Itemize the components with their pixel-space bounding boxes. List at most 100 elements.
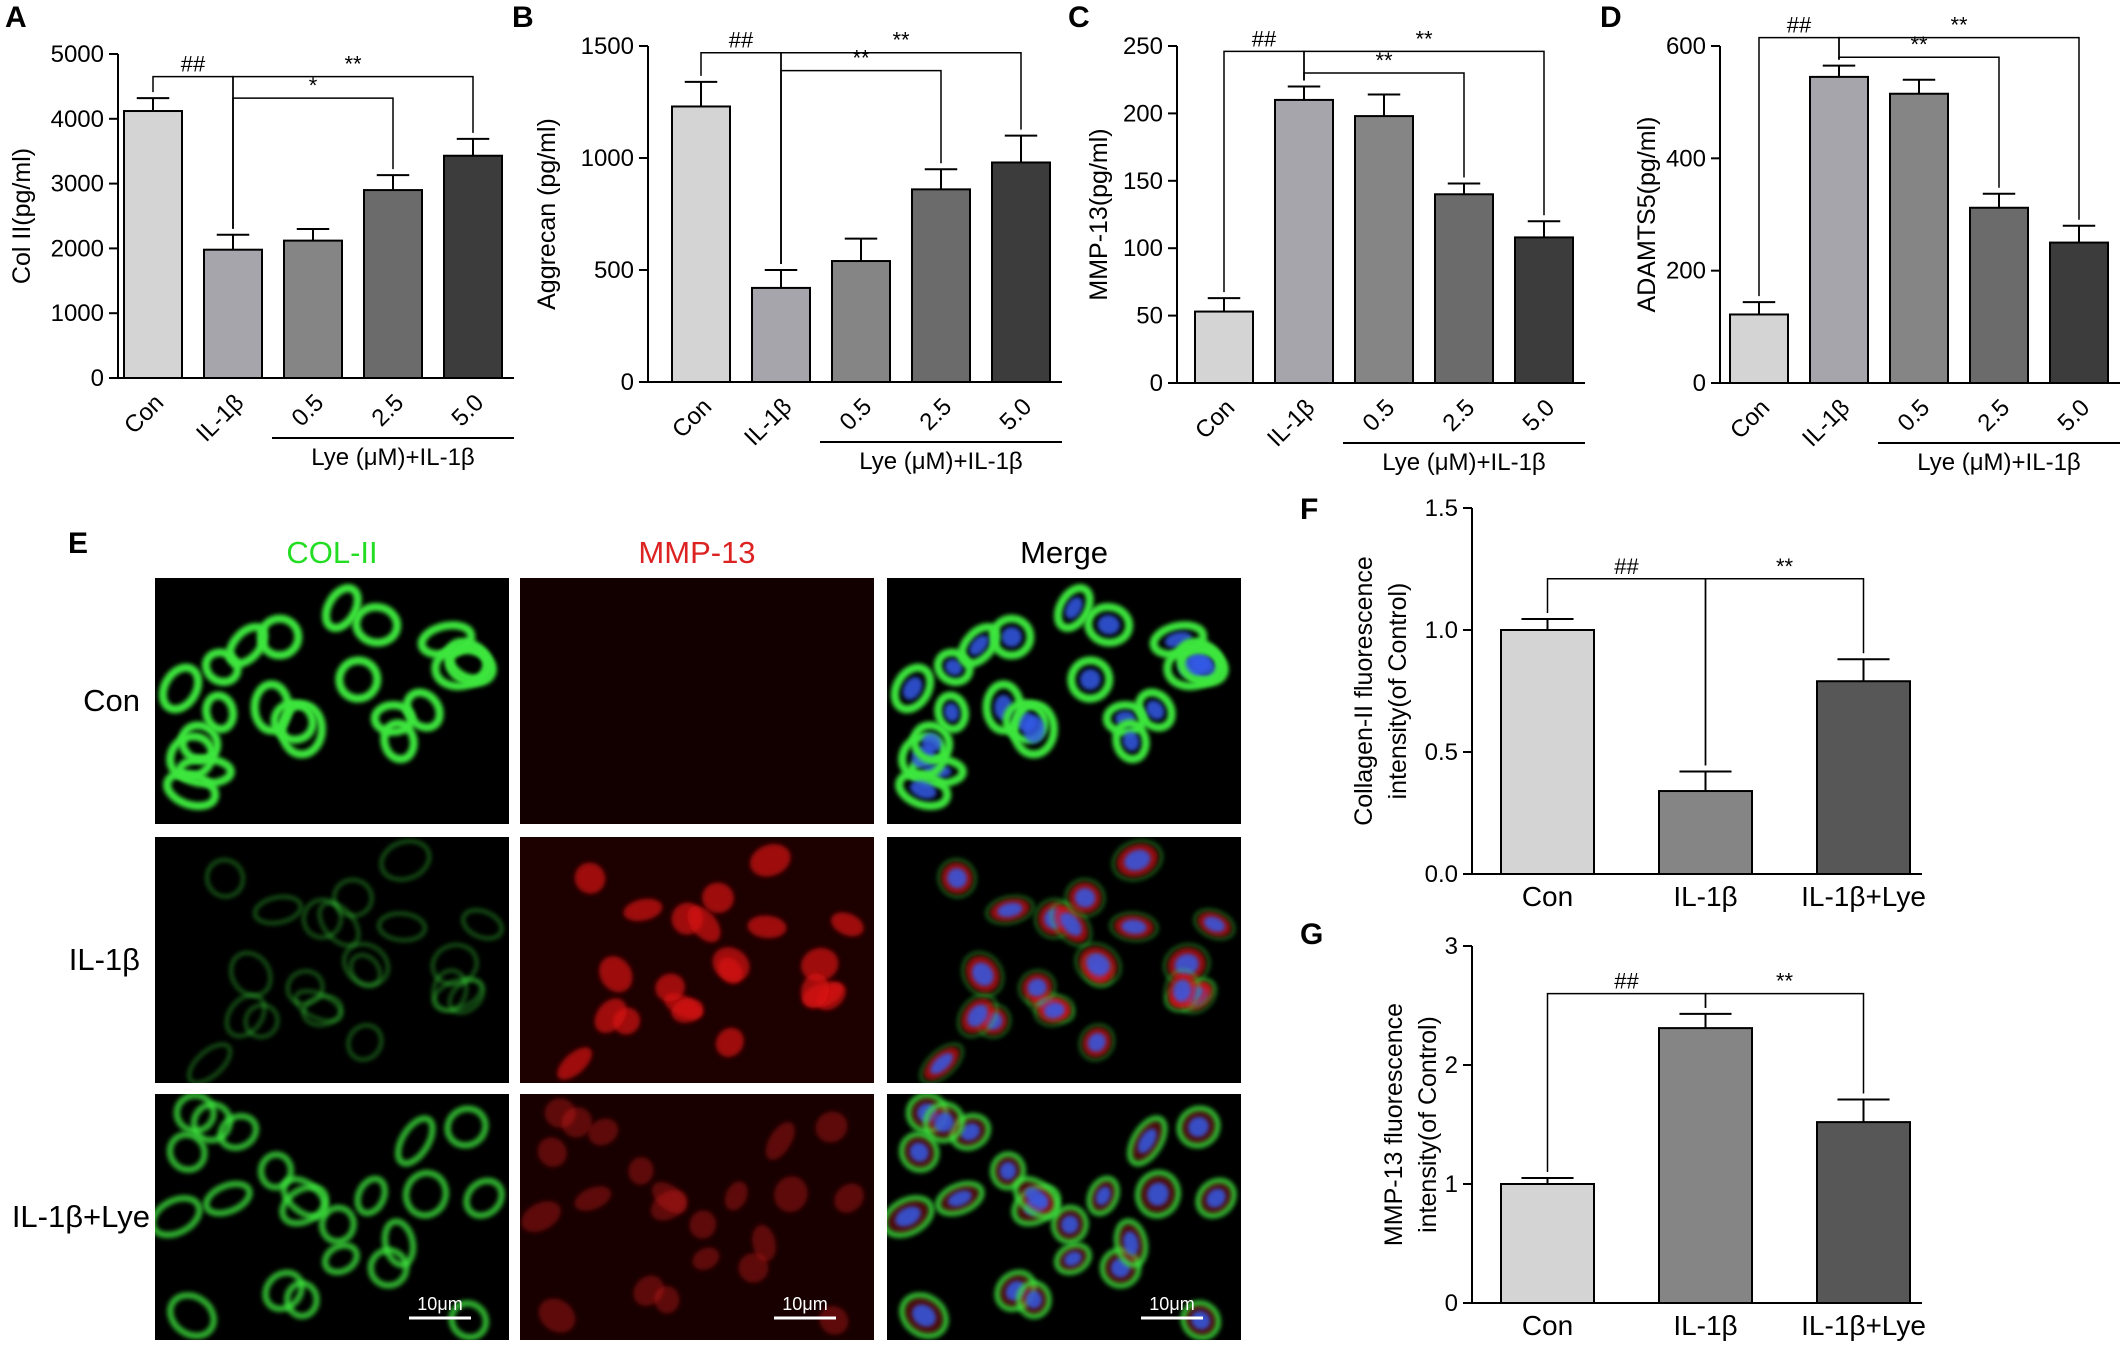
bar-con (1500, 629, 1595, 875)
significance-label: ## (181, 52, 206, 77)
x-tick-label: Con (1522, 1310, 1573, 1341)
panel-letter-b: B (512, 1, 534, 34)
row-label-con: Con (83, 683, 140, 718)
significance-bracket (1704, 992, 1865, 1094)
y-tick-label: 100 (1123, 235, 1163, 262)
micrograph-tile (520, 837, 874, 1083)
y-tick-label: 1.5 (1425, 495, 1458, 522)
x-tick-label: 2.5 (1438, 394, 1481, 437)
chart-panel-a: A 0 1000 2000 3000 4000 5000 Col II(pg/ml) Con IL… (5, 1, 514, 471)
x-tick-label: 5.0 (995, 393, 1038, 436)
bar-25 (363, 189, 423, 379)
y-tick-label: 0 (91, 365, 104, 392)
y-tick-label: 5000 (51, 41, 104, 68)
group-label: Lye (μM)+IL-1β (1382, 449, 1545, 476)
bar-05 (831, 260, 891, 384)
row-label-il1lye: IL-1β+Lye (12, 1199, 150, 1234)
chart-panel-d: D 0 200 400 600 ADAMTS5(pg/ml) Con IL-1β 0.5 2.5 5… (1600, 1, 2120, 476)
x-tick-label: 0.5 (1358, 394, 1401, 437)
micrograph-tile (155, 837, 509, 1083)
bar-50 (991, 161, 1051, 383)
significance-bracket (1704, 578, 1865, 766)
y-tick-label: 2000 (51, 235, 104, 262)
x-tick-label: 5.0 (1518, 394, 1561, 437)
row-label-il1: IL-1β (69, 942, 140, 977)
y-tick-label: 200 (1666, 258, 1706, 285)
y-axis-label: Aggrecan (pg/ml) (533, 118, 561, 310)
bar-50 (1514, 236, 1574, 384)
group-label: Lye (μM)+IL-1β (311, 444, 474, 471)
group-label: Lye (μM)+IL-1β (1917, 449, 2080, 476)
column-header-colii: COL-II (286, 535, 377, 570)
x-tick-label: Con (1725, 394, 1775, 444)
x-tick-label: 2.5 (915, 393, 958, 436)
y-tick-label: 0 (621, 369, 634, 396)
x-tick-label: IL-1β (191, 389, 249, 447)
x-tick-label: 2.5 (1973, 394, 2016, 437)
significance-label: ## (1787, 13, 1812, 38)
scale-bar-label: 10μm (417, 1294, 462, 1314)
y-tick-label: 500 (594, 257, 634, 284)
micrograph-background (520, 578, 874, 824)
bar-05 (1354, 115, 1414, 384)
significance-label: ** (1910, 32, 1928, 57)
micrograph-tile: 10μm (155, 1094, 509, 1340)
group-label: Lye (μM)+IL-1β (859, 448, 1022, 475)
bar-con (671, 105, 731, 383)
x-tick-label: Con (1190, 394, 1240, 444)
significance-label: ## (1614, 969, 1639, 994)
panel-letter-g: G (1300, 918, 1323, 951)
x-tick-label: IL-1β (1673, 1310, 1737, 1341)
bar-il1 (1658, 1027, 1753, 1304)
significance-label: ## (1614, 554, 1639, 579)
y-tick-label: 1 (1445, 1171, 1458, 1198)
y-tick-label: 4000 (51, 106, 104, 133)
scale-bar-label: 10μm (782, 1294, 827, 1314)
significance-label: ** (1776, 554, 1794, 579)
chart-panel-f: F 0.0 0.5 1.0 1.5 Collagen-II fluorescence int… (1300, 493, 1926, 912)
y-axis-label: Collagen-II fluorescence (1350, 556, 1378, 826)
micrograph-tile (887, 578, 1241, 824)
bar-25 (1969, 206, 2029, 384)
y-tick-label: 3000 (51, 171, 104, 198)
significance-bracket (1303, 50, 1545, 216)
significance-bracket (780, 51, 1022, 264)
x-tick-label: Con (667, 393, 717, 443)
y-tick-label: 1500 (581, 33, 634, 60)
significance-label: ## (729, 28, 754, 53)
bar-il1 (1658, 790, 1753, 875)
bar-05 (1889, 92, 1949, 384)
y-axis-label: Col II(pg/ml) (8, 148, 36, 284)
x-tick-label: 0.5 (287, 389, 330, 432)
micrograph-background (155, 837, 509, 1083)
bar-con (123, 110, 183, 380)
significance-label: ** (344, 52, 362, 77)
y-tick-label: 50 (1136, 303, 1163, 330)
y-axis-label: MMP-13(pg/ml) (1085, 128, 1113, 300)
chart-panel-g: G 0 1 2 3 MMP-13 fluorescence intensity(of Con… (1300, 918, 1926, 1341)
y-tick-label: 150 (1123, 168, 1163, 195)
panel-letter-c: C (1068, 1, 1090, 34)
x-tick-label: Con (119, 389, 169, 439)
bar-25 (1434, 193, 1494, 384)
y-tick-label: 400 (1666, 145, 1706, 172)
y-tick-label: 0 (1445, 1290, 1458, 1317)
panel-letter-d: D (1600, 1, 1622, 34)
significance-label: ** (1415, 26, 1433, 51)
x-tick-label: IL-1β (1262, 394, 1320, 452)
x-tick-label: 0.5 (835, 393, 878, 436)
y-tick-label: 0 (1150, 370, 1163, 397)
bar-il1 (203, 248, 263, 379)
fluorescence-panel-e: E COL-II MMP-13 Merge Con IL-1β IL-1β+Lye 10μm 1… (12, 527, 1241, 1340)
chart-panel-b: B 0 500 1000 1500 Aggrecan (pg/ml) Con IL-1β 0.5… (512, 1, 1062, 475)
x-tick-label: 5.0 (2053, 394, 2096, 437)
bar-25 (911, 188, 971, 383)
significance-bracket (1838, 36, 2080, 220)
bar-50 (443, 154, 503, 379)
bar-il1 (1809, 75, 1869, 385)
significance-label: ** (1950, 13, 1968, 38)
y-tick-label: 2 (1445, 1052, 1458, 1079)
column-header-mmp13: MMP-13 (638, 535, 755, 570)
x-tick-label: IL-1β (1797, 394, 1855, 452)
